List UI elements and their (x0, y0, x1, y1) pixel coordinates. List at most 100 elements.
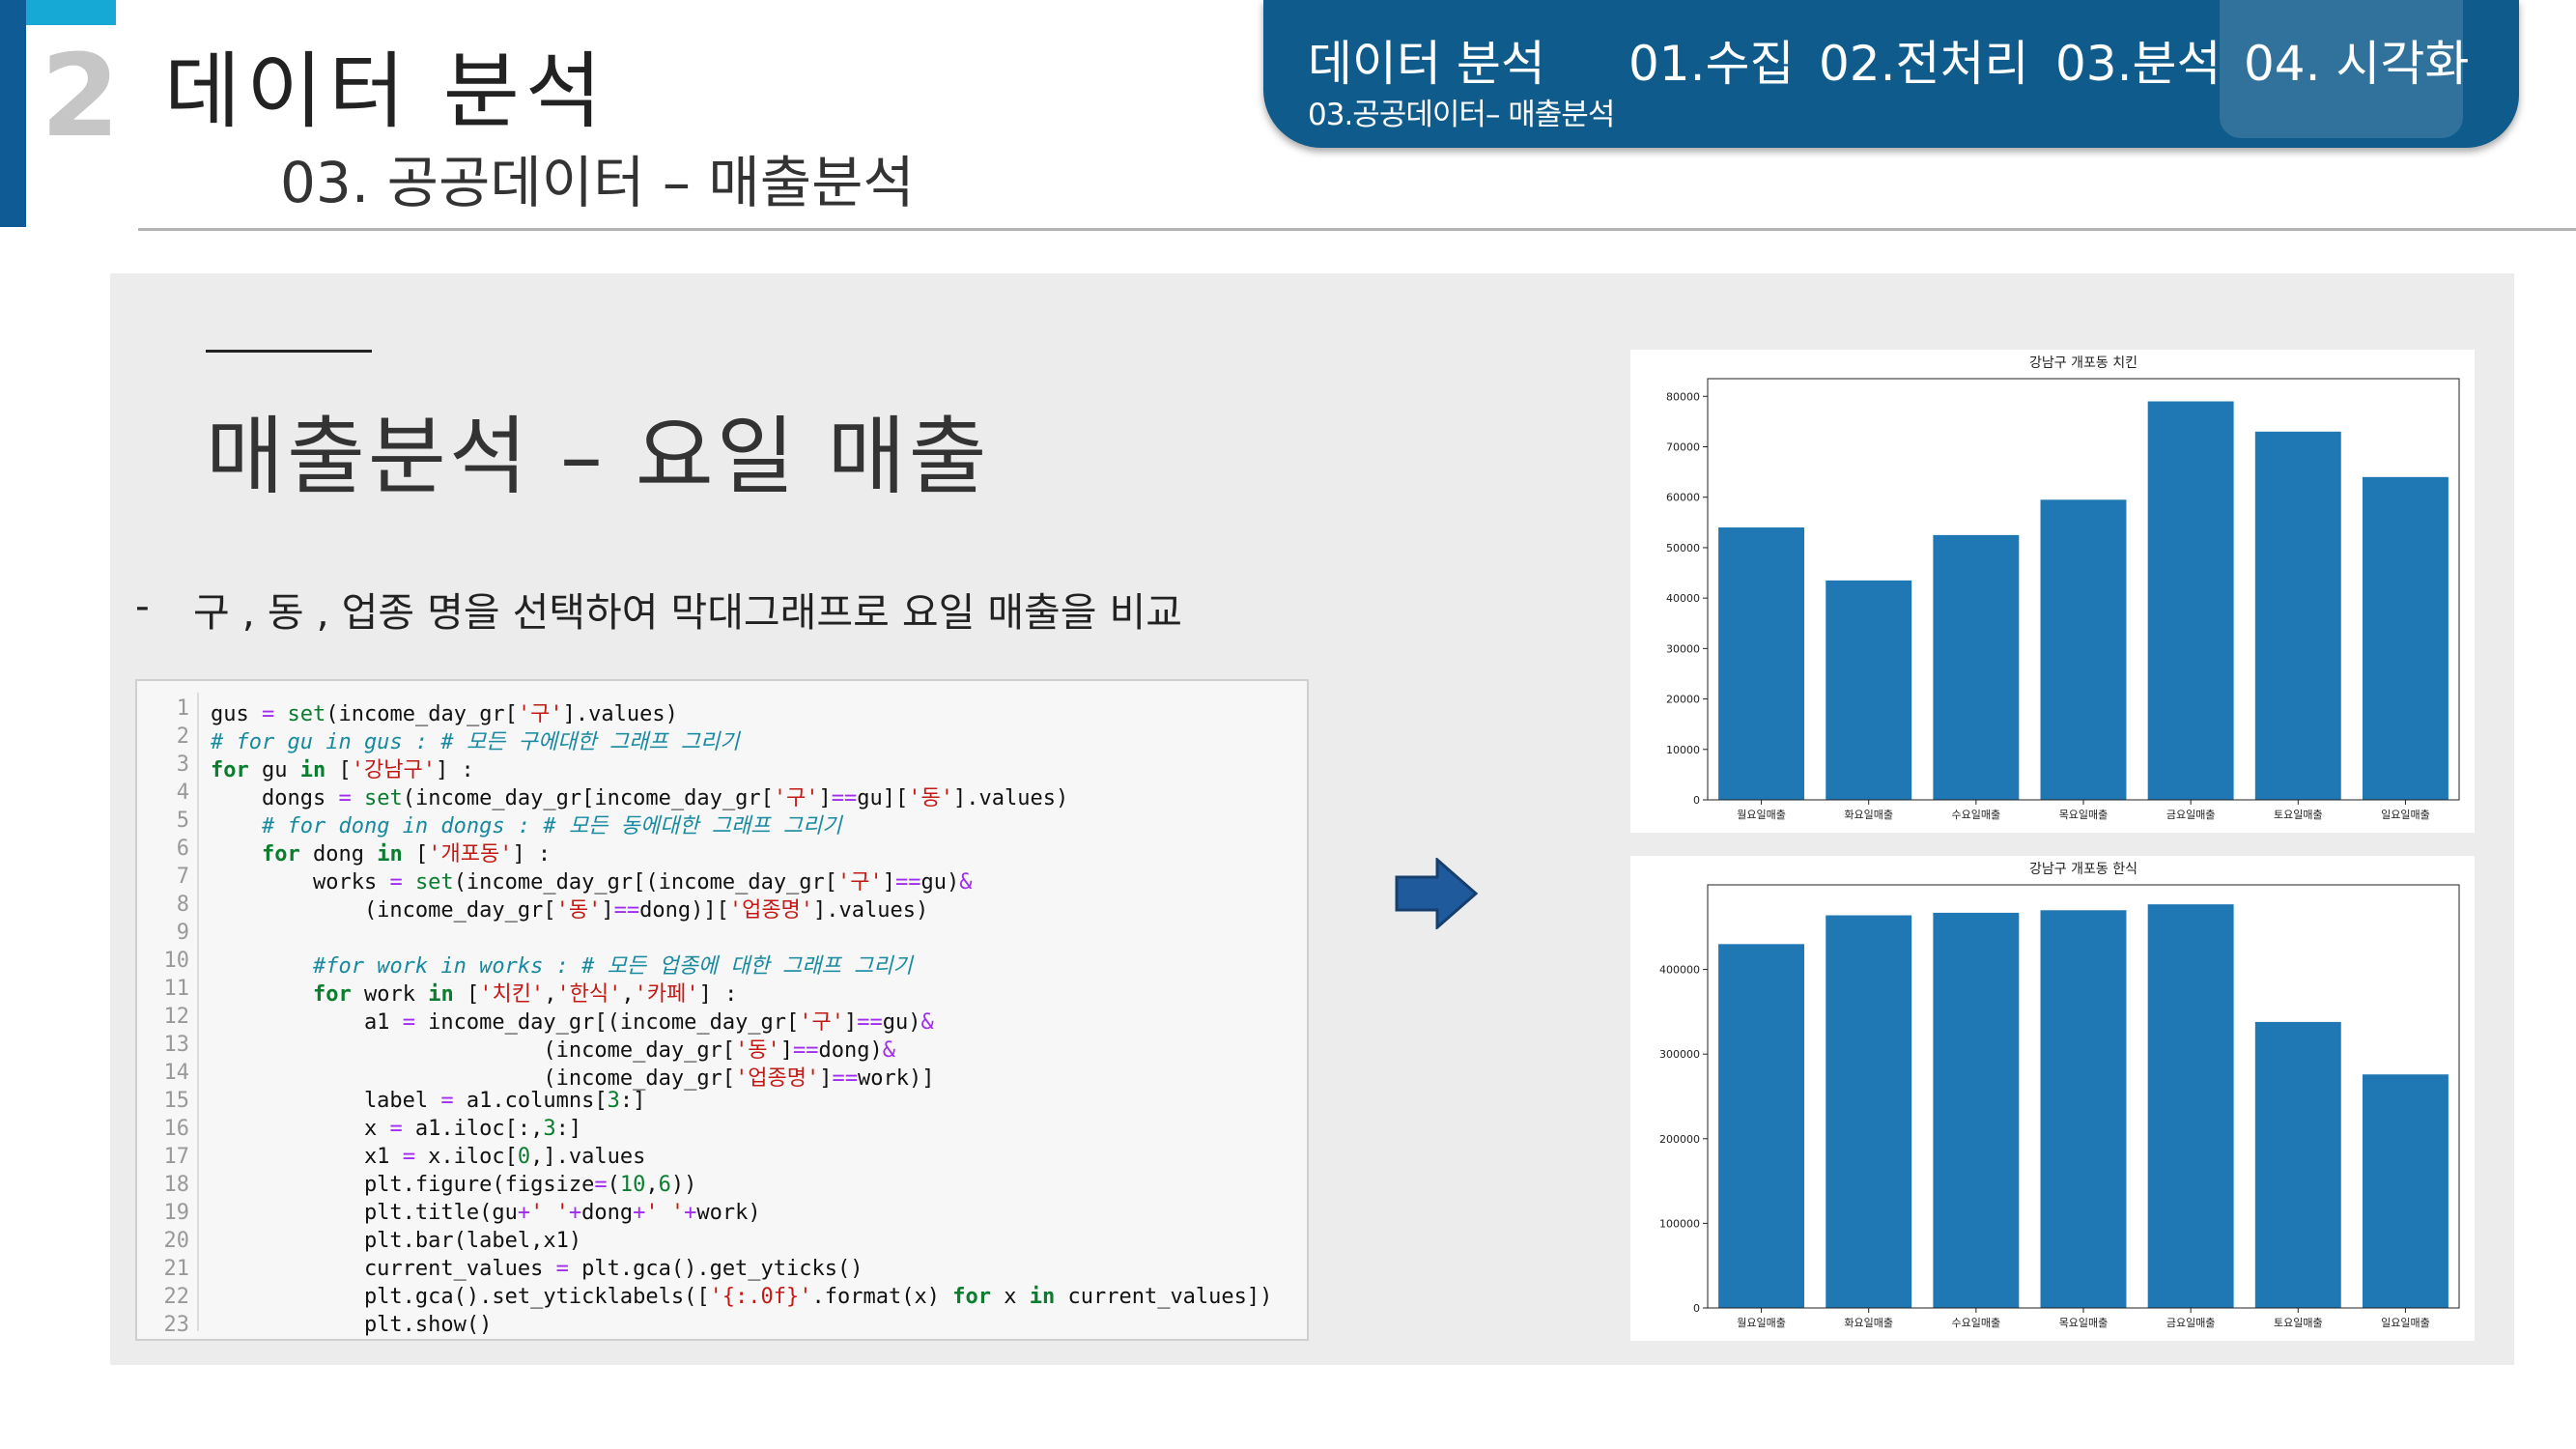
line-number: 2 (176, 724, 189, 749)
accent-bar (0, 0, 26, 227)
bar (2254, 1021, 2341, 1308)
line-number: 13 (163, 1033, 190, 1057)
accent-top-bar (26, 0, 116, 25)
y-tick-label: 0 (1693, 1302, 1700, 1315)
code-line: current_values = plt.gca().get_yticks() (211, 1257, 863, 1281)
y-tick-label: 10000 (1666, 744, 1700, 756)
x-tick-label: 목요일매출 (2059, 1316, 2109, 1329)
page-subtitle: 03. 공공데이터 – 매출분석 (280, 150, 915, 215)
x-tick-label: 수요일매출 (1952, 808, 2001, 821)
y-tick-label: 20000 (1666, 694, 1700, 706)
content-title: 매출분석 – 요일 매출 (206, 407, 990, 506)
x-tick-label: 월요일매출 (1737, 1316, 1786, 1329)
bar (1826, 915, 1912, 1308)
code-line: for work in ['치킨','한식','카페'] : (312, 982, 738, 1007)
line-number: 20 (163, 1229, 190, 1253)
line-number: 14 (163, 1061, 190, 1085)
bullet-marker: - (135, 582, 150, 629)
section-number: 2 (41, 29, 121, 162)
code-line: label = a1.columns[3:] (211, 1089, 646, 1113)
line-number: 12 (163, 1005, 190, 1029)
bar (2362, 1074, 2449, 1308)
line-number: 9 (176, 921, 189, 945)
line-number: 10 (163, 949, 190, 973)
y-tick-label: 50000 (1666, 542, 1700, 554)
code-line: works = set(income_day_gr[(income_day_gr… (211, 870, 973, 895)
code-line: x = a1.iloc[:,3:] (211, 1117, 582, 1141)
x-tick-label: 금요일매출 (2166, 808, 2216, 821)
bar (2147, 904, 2234, 1308)
code-line: gus = set(income_day_gr['구'].values) (211, 702, 678, 726)
code-line: #for work in works : # 모든 업종에 대한 그래프 그리기 (312, 954, 913, 979)
bar (1718, 944, 1805, 1308)
bar (2147, 401, 2234, 800)
code-line: plt.bar(label,x1) (211, 1229, 582, 1253)
line-number: 17 (163, 1145, 190, 1169)
code-cell[interactable]: 1 2 3 4 5 6 7 8 9 10 11 12 13 14 15 16 1… (135, 679, 1309, 1341)
y-tick-label: 30000 (1666, 642, 1700, 655)
code-line: (income_day_gr['동']==dong)& (211, 1038, 896, 1063)
y-tick-label: 0 (1693, 794, 1700, 807)
chart-title: 강남구 개포동 치킨 (2029, 355, 2137, 371)
line-number: 18 (163, 1173, 190, 1197)
y-tick-label: 300000 (1659, 1048, 1700, 1061)
x-tick-label: 화요일매출 (1844, 808, 1893, 821)
line-number: 21 (163, 1257, 190, 1281)
code-line: plt.gca().set_yticklabels(['{:.0f}'.form… (211, 1285, 1273, 1309)
bar (1826, 580, 1912, 800)
y-tick-label: 40000 (1666, 592, 1700, 605)
page-title: 데이터 분석 (164, 43, 608, 140)
line-number: 6 (176, 837, 189, 861)
y-tick-label: 60000 (1666, 492, 1700, 504)
x-tick-label: 일요일매출 (2381, 1316, 2430, 1329)
code-line: dongs = set(income_day_gr[income_day_gr[… (211, 786, 1069, 810)
plot-frame (1707, 378, 2460, 801)
tab-collect[interactable]: 01.수집 (1628, 36, 1795, 92)
code-line: plt.title(gu+' '+dong+' '+work) (211, 1201, 761, 1225)
line-number: 8 (176, 893, 189, 917)
right-arrow-icon (1395, 858, 1478, 929)
title-rule (206, 350, 372, 353)
nav-current-section: 데이터 분석 (1308, 36, 1545, 92)
code-line: # for gu in gus : # 모든 구에대한 그래프 그리기 (211, 730, 740, 754)
x-tick-label: 일요일매출 (2381, 808, 2430, 821)
x-tick-label: 토요일매출 (2274, 1316, 2323, 1329)
bar (1933, 534, 2020, 800)
y-tick-label: 400000 (1659, 964, 1700, 977)
x-tick-label: 화요일매출 (1844, 1316, 1893, 1329)
bar (1718, 527, 1805, 800)
nav-breadcrumb: 03.공공데이터– 매출분석 (1308, 98, 1615, 132)
code-line: (income_day_gr['동']==dong)]['업종명'].value… (211, 898, 929, 923)
y-tick-label: 200000 (1659, 1133, 1700, 1146)
line-number: 5 (176, 809, 189, 833)
line-number: 3 (176, 753, 189, 777)
code-line: a1 = income_day_gr[(income_day_gr['구']==… (211, 1010, 934, 1035)
top-nav: 데이터 분석 03.공공데이터– 매출분석 01.수집 02.전처리 03.분석… (1263, 0, 2519, 148)
x-tick-label: 수요일매출 (1952, 1316, 2001, 1329)
line-number: 4 (176, 781, 189, 805)
bar (2040, 499, 2127, 800)
line-number: 7 (176, 865, 189, 889)
plot-frame (1707, 884, 2460, 1309)
x-tick-label: 금요일매출 (2166, 1316, 2216, 1329)
bar (2362, 476, 2449, 800)
tab-visualize[interactable]: 04. 시각화 (2244, 36, 2470, 92)
code-line: plt.figure(figsize=(10,6)) (211, 1173, 697, 1197)
bar (2254, 431, 2341, 800)
bar (2040, 910, 2127, 1308)
line-number: 19 (163, 1201, 190, 1225)
tab-analysis[interactable]: 03.분석 (2055, 36, 2222, 92)
code-line: x1 = x.iloc[0,].values (211, 1145, 646, 1169)
code-line: for dong in ['개포동'] : (261, 842, 552, 867)
x-tick-label: 목요일매출 (2059, 808, 2109, 821)
code-line: plt.show() (211, 1313, 493, 1337)
code-line: (income_day_gr['업종명']==work)] (211, 1066, 935, 1091)
header-divider (138, 228, 2576, 231)
code-line: for gu in ['강남구'] : (211, 758, 474, 782)
x-tick-label: 월요일매출 (1737, 808, 1786, 821)
code-line: # for dong in dongs : # 모든 동에대한 그래프 그리기 (261, 814, 842, 838)
tab-preprocess[interactable]: 02.전처리 (1819, 36, 2029, 92)
line-number: 22 (163, 1285, 190, 1309)
